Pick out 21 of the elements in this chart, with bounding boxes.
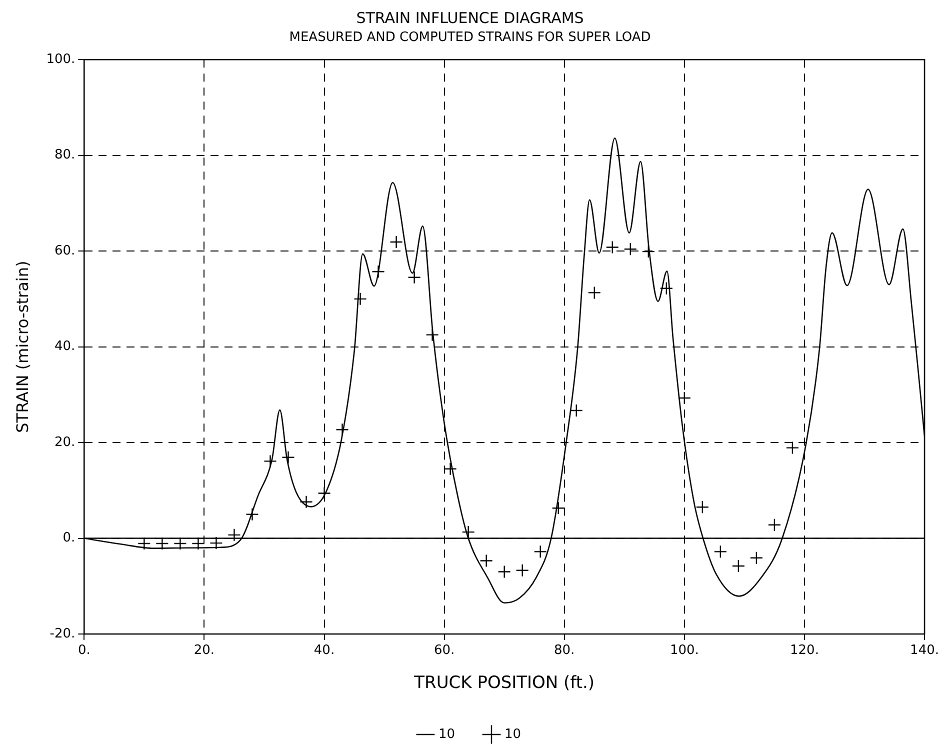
chart-subtitle: MEASURED AND COMPUTED STRAINS FOR SUPER LOAD — [289, 30, 651, 46]
legend-label: 10 — [504, 726, 522, 742]
x-tick-label: 120. — [790, 643, 819, 658]
x-axis-title: TRUCK POSITION (ft.) — [413, 673, 595, 694]
y-tick-label: 20. — [54, 434, 76, 450]
y-tick-label: 40. — [54, 339, 76, 354]
y-tick-label: 0. — [62, 530, 76, 546]
y-axis-title: STRAIN (micro-strain) — [12, 260, 32, 433]
x-tick-label: 140. — [910, 643, 940, 658]
legend-label: 10 — [438, 726, 456, 742]
x-tick-label: 60. — [434, 643, 455, 658]
y-tick-label: 100. — [46, 52, 76, 67]
y-tick-label: 60. — [54, 243, 76, 258]
x-tick-label: 100. — [670, 643, 699, 658]
chart-title: STRAIN INFLUENCE DIAGRAMS — [356, 8, 584, 27]
x-tick-label: 0. — [78, 643, 90, 658]
x-tick-label: 80. — [554, 643, 575, 658]
x-tick-label: 40. — [314, 643, 335, 658]
y-tick-label: -20. — [50, 626, 76, 642]
x-tick-label: 20. — [194, 643, 215, 658]
y-tick-label: 80. — [54, 148, 76, 163]
